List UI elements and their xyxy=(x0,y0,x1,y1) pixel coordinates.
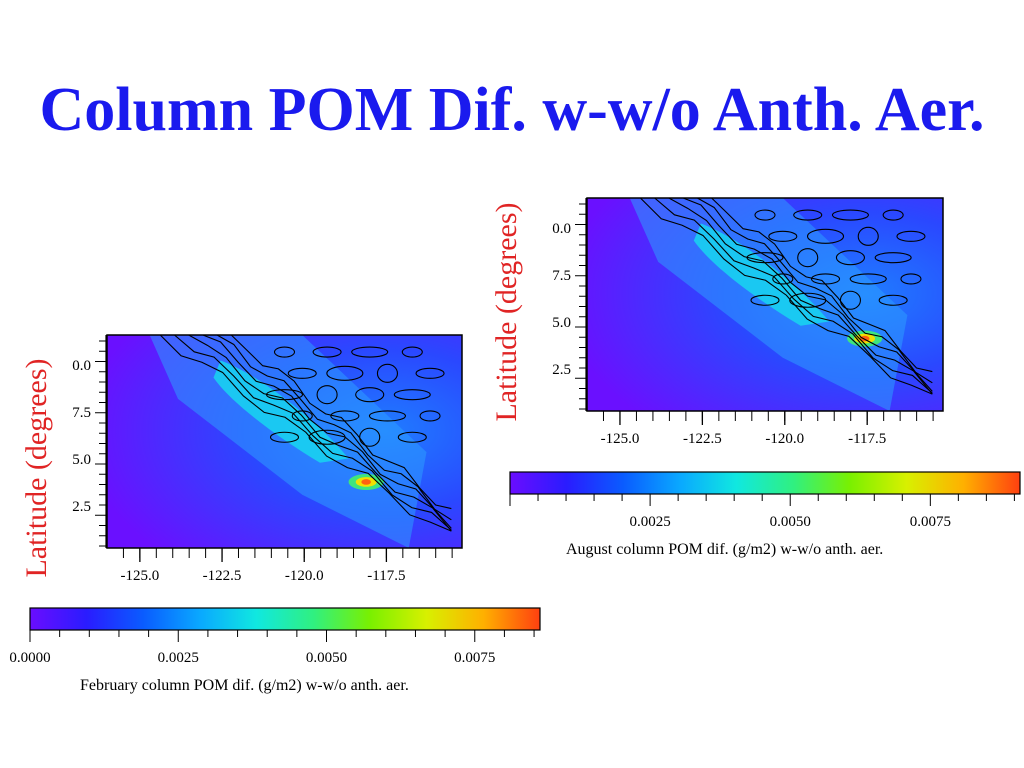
february-colorbar-gradient xyxy=(29,607,541,631)
august-x-tick-label: -120.0 xyxy=(765,431,804,447)
february-x-tick-label: -117.5 xyxy=(367,568,405,584)
february-contour-ring xyxy=(397,431,427,443)
august-colorbar-tick-label: 0.0025 xyxy=(629,514,670,530)
august-map-field xyxy=(629,198,933,411)
august-contour-ring xyxy=(789,292,827,308)
august-map-frame xyxy=(586,197,944,412)
august-contour-ring xyxy=(797,248,819,268)
february-contour-ring xyxy=(265,389,304,401)
august-y-axis: 0.0 7.5 5.0 2.5 xyxy=(552,198,587,411)
august-contour-ring xyxy=(882,209,904,221)
february-hotspot-red xyxy=(361,479,371,485)
august-contour-ring xyxy=(810,273,841,285)
february-terrain-contours xyxy=(159,335,452,532)
february-y-axis: 0.0 7.5 5.0 2.5 xyxy=(72,335,107,548)
august-contour-ring xyxy=(896,230,926,242)
february-x-tick-label: -120.0 xyxy=(285,568,324,584)
august-contour-line xyxy=(682,198,933,392)
february-contour-ring xyxy=(330,410,360,422)
february-map-field xyxy=(149,335,452,548)
august-contour-ring xyxy=(857,226,879,246)
august-colorbar-tick-label: 0.0050 xyxy=(770,514,811,530)
february-x-tick-label: -122.5 xyxy=(203,568,242,584)
february-contour-ring xyxy=(291,410,313,422)
august-x-tick-label: -125.0 xyxy=(601,431,640,447)
february-contour-line xyxy=(216,335,452,521)
february-colorbar-tick-label: 0.0025 xyxy=(158,650,199,666)
february-contour-ring xyxy=(273,346,296,358)
august-x-tick-label: -122.5 xyxy=(683,431,722,447)
august-contour-ring xyxy=(835,250,865,266)
february-colorbar-label: February column POM dif. (g/m2) w-w/o an… xyxy=(80,677,409,694)
august-colorbar-gradient xyxy=(509,471,1021,495)
february-contour-ring xyxy=(351,346,389,358)
august-contour-ring xyxy=(754,209,776,221)
august-heatmap-panel: 0.0 7.5 5.0 2.5 -125.0 -122.5 -120.0 -117.5 0.00… xyxy=(500,185,1024,575)
february-y-tick-label: 0.0 xyxy=(72,358,91,374)
february-contour-line xyxy=(230,335,452,510)
august-contour-ring xyxy=(900,273,922,285)
february-contour-ring xyxy=(316,385,338,405)
february-contour-ring xyxy=(355,387,385,403)
february-contour-ring xyxy=(393,389,431,401)
august-contour-ring xyxy=(878,294,908,306)
august-contour-line xyxy=(668,198,933,395)
february-map-frame xyxy=(106,334,463,549)
february-contour-line xyxy=(188,335,452,532)
august-y-tick-label: 2.5 xyxy=(552,362,571,378)
august-heatmap-svg: 0.0 7.5 5.0 2.5 -125.0 -122.5 -120.0 -117.5 0.00… xyxy=(509,197,1021,530)
august-contour-ring xyxy=(746,252,784,264)
august-y-tick-label: 5.0 xyxy=(552,315,571,331)
february-contour-ring xyxy=(368,410,407,422)
august-contour-ring xyxy=(750,294,780,306)
february-y-tick-label: 5.0 xyxy=(72,452,91,468)
february-contour-ring xyxy=(415,367,445,379)
february-contour-ring xyxy=(287,367,317,379)
august-contour-ring xyxy=(806,228,845,244)
february-contour-ring xyxy=(359,427,381,447)
august-contour-ring xyxy=(849,273,887,285)
february-contour-line xyxy=(174,335,452,531)
february-x-tick-label: -125.0 xyxy=(120,568,159,584)
february-contour-ring xyxy=(308,429,346,445)
february-contour-line xyxy=(159,335,452,532)
august-contour-line xyxy=(640,198,933,395)
february-contour-ring xyxy=(312,346,342,358)
august-contour-ring xyxy=(874,252,912,264)
august-contour-ring xyxy=(768,230,798,242)
slide-title: Column POM Dif. w-w/o Anth. Aer. xyxy=(39,76,985,144)
august-contour-line xyxy=(697,198,933,384)
august-colorbar-label: August column POM dif. (g/m2) w-w/o anth… xyxy=(566,541,884,558)
february-contour-ring xyxy=(401,346,423,358)
february-colorbar-tick-label: 0.0050 xyxy=(306,650,347,666)
february-x-axis: -125.0 -122.5 -120.0 -117.5 xyxy=(120,548,453,584)
february-y-tick-label: 7.5 xyxy=(72,405,91,421)
february-contour-ring xyxy=(269,431,300,443)
february-y-tick-label: 2.5 xyxy=(72,499,91,515)
august-contour-ring xyxy=(772,273,794,285)
february-contour-ring xyxy=(419,410,441,422)
august-x-tick-label: -117.5 xyxy=(848,431,886,447)
february-contour-ring xyxy=(376,363,399,383)
august-terrain-contours xyxy=(640,198,933,395)
august-y-tick-label: 7.5 xyxy=(552,268,571,284)
august-contour-ring xyxy=(793,209,823,221)
february-colorbar-tick-label: 0.0075 xyxy=(454,650,495,666)
august-x-axis: -125.0 -122.5 -120.0 -117.5 xyxy=(601,411,934,447)
august-contour-line xyxy=(711,198,933,373)
august-contour-ring xyxy=(831,209,869,221)
february-contour-ring xyxy=(326,365,364,381)
august-y-tick-label: 0.0 xyxy=(552,221,571,237)
august-colorbar: 0.0025 0.0050 0.0075 xyxy=(509,471,1021,530)
february-heatmap-panel: 0.0 7.5 5.0 2.5 -125.0 -122.5 -120.0 -117.5 0.00… xyxy=(0,320,560,710)
august-contour-ring xyxy=(839,290,861,310)
august-contour-line xyxy=(654,198,933,394)
august-colorbar-tick-label: 0.0075 xyxy=(910,514,951,530)
february-colorbar: 0.0000 0.0025 0.0050 0.0075 xyxy=(9,607,541,666)
february-contour-line xyxy=(202,335,452,529)
february-heatmap-svg: 0.0 7.5 5.0 2.5 -125.0 -122.5 -120.0 -117.5 0.00… xyxy=(9,334,541,666)
february-colorbar-tick-label: 0.0000 xyxy=(9,650,50,666)
